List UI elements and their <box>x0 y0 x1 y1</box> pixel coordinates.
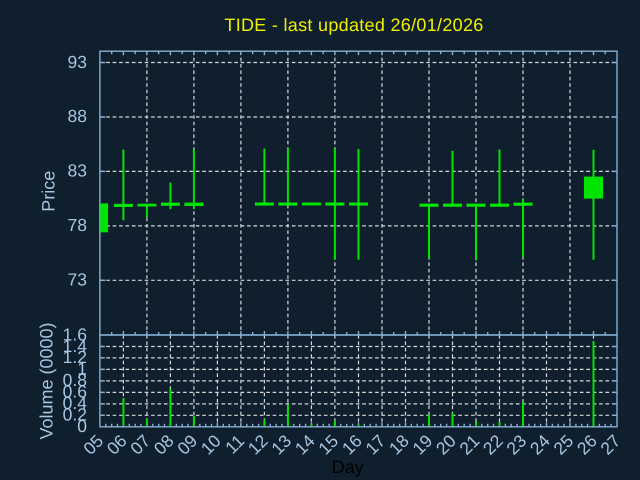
svg-text:Price: Price <box>38 171 58 212</box>
svg-text:TIDE - last updated 26/01/2026: TIDE - last updated 26/01/2026 <box>224 15 483 35</box>
svg-text:0.8: 0.8 <box>63 370 87 390</box>
svg-text:1.2: 1.2 <box>63 347 87 367</box>
svg-text:Volume (0000): Volume (0000) <box>37 322 57 439</box>
svg-text:1.4: 1.4 <box>63 336 88 356</box>
svg-text:78: 78 <box>68 215 87 235</box>
svg-text:0.6: 0.6 <box>63 382 87 402</box>
svg-text:88: 88 <box>68 106 87 126</box>
svg-text:93: 93 <box>68 52 87 72</box>
svg-text:Day: Day <box>332 457 364 477</box>
svg-text:0: 0 <box>77 416 87 436</box>
svg-text:0.4: 0.4 <box>63 393 88 413</box>
svg-text:73: 73 <box>68 270 87 290</box>
svg-text:1: 1 <box>77 359 87 379</box>
svg-text:83: 83 <box>68 161 87 181</box>
svg-text:1.6: 1.6 <box>63 324 87 344</box>
svg-text:0.2: 0.2 <box>63 405 87 425</box>
